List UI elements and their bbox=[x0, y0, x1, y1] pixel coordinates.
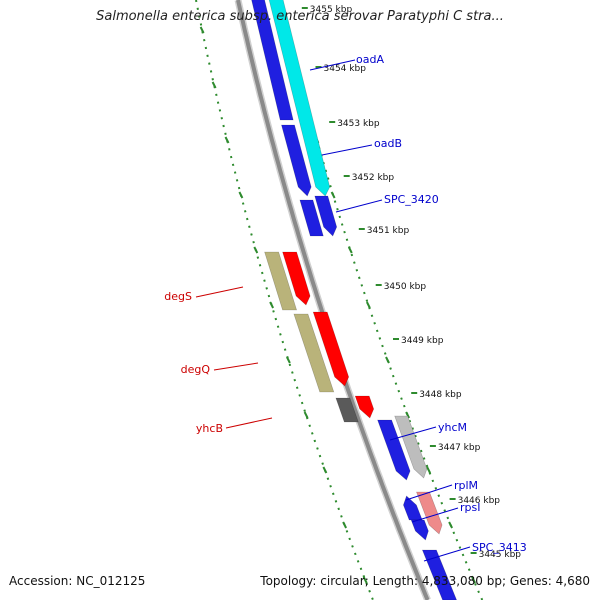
backbone-line bbox=[236, 0, 430, 600]
track-dash bbox=[269, 301, 274, 309]
gene-label-leader bbox=[389, 426, 437, 441]
kbp-tick-label: 3453 kbp bbox=[337, 119, 380, 129]
gene-label-yhcb[interactable]: yhcB bbox=[196, 422, 223, 435]
track-dash bbox=[199, 26, 205, 34]
kbp-tick-label: 3445 kbp bbox=[479, 550, 522, 560]
genome-backbone bbox=[234, 0, 431, 600]
kbp-tick-label: 3451 kbp bbox=[367, 226, 410, 236]
track-dash bbox=[303, 411, 309, 419]
kbp-tick-label: 3449 kbp bbox=[401, 336, 444, 346]
gene-blue-3 bbox=[299, 199, 324, 237]
kbp-ticks: 3455 kbp 3454 kbp 3453 kbp 3452 kbp 3451 kbp… bbox=[301, 5, 522, 560]
gene-label-leader bbox=[335, 199, 383, 213]
track-dash bbox=[253, 246, 259, 254]
gene-label-leader bbox=[423, 546, 471, 562]
gene-SPC_3413 bbox=[421, 549, 457, 600]
kbp-tick-label: 3452 kbp bbox=[352, 173, 395, 183]
gene-label-leader bbox=[411, 507, 459, 523]
gene-label-rpsi[interactable]: rpsI bbox=[460, 501, 480, 514]
kbp-tick-label: 3450 kbp bbox=[384, 282, 427, 292]
gene-label-leader bbox=[225, 417, 273, 429]
kbp-tick-label: 3448 kbp bbox=[419, 390, 462, 400]
accession-label: Accession: bbox=[9, 574, 73, 588]
gene-rpsI bbox=[416, 491, 443, 535]
track-dash bbox=[322, 466, 328, 474]
track-dash bbox=[347, 246, 353, 254]
track-dash bbox=[426, 466, 431, 474]
track-dash bbox=[330, 191, 336, 199]
track-dash bbox=[224, 136, 230, 144]
genes-value: 4,680 bbox=[555, 574, 590, 588]
gene-red-3 bbox=[354, 395, 375, 419]
genes-label: Genes: bbox=[509, 574, 552, 588]
gene-blue-4 bbox=[410, 519, 429, 541]
gene-blue-top-1 bbox=[251, 0, 294, 121]
gene-red-1 bbox=[282, 251, 311, 306]
kbp-tick-label: 3447 kbp bbox=[438, 443, 481, 453]
gene-label-leader bbox=[405, 484, 453, 501]
gene-label-oadb[interactable]: oadB bbox=[374, 137, 402, 150]
gene-degQ bbox=[293, 313, 335, 393]
track-dash bbox=[342, 521, 347, 529]
gene-yhcB bbox=[335, 397, 359, 423]
dotted-tracks bbox=[195, 0, 484, 600]
gene-label-yhcm[interactable]: yhcM bbox=[438, 421, 467, 434]
gene-labels: oadA oadB SPC_3420 degS degQ yhcB yhcM rplM rpsI… bbox=[164, 53, 527, 562]
track-dash bbox=[366, 301, 371, 309]
topology-value: circular bbox=[320, 574, 365, 588]
gene-degS bbox=[264, 251, 298, 311]
length-label: Length: bbox=[372, 574, 419, 588]
track-dash bbox=[385, 356, 390, 364]
gene-label-spc_3413[interactable]: SPC_3413 bbox=[472, 541, 527, 554]
track-dash bbox=[362, 576, 368, 584]
gene-oadB bbox=[281, 124, 312, 197]
track-dash bbox=[211, 81, 217, 89]
track-dash bbox=[448, 521, 453, 529]
kbp-tick-label: 3455 kbp bbox=[310, 5, 353, 15]
gene-label-rplm[interactable]: rplM bbox=[454, 479, 478, 492]
track-dash bbox=[238, 191, 244, 199]
gene-oadA bbox=[268, 0, 331, 197]
gene-yhcM bbox=[394, 415, 428, 479]
backbone-shadow bbox=[234, 0, 431, 600]
gene-red-2 bbox=[312, 311, 350, 387]
gene-features bbox=[251, 0, 457, 600]
gene-label-oada[interactable]: oadA bbox=[356, 53, 384, 66]
forward-strand-track bbox=[279, 0, 484, 600]
topology-label: Topology: bbox=[260, 574, 317, 588]
length-value: 4,833,080 bp bbox=[421, 574, 502, 588]
accession-info: Accession: NC_012125 bbox=[9, 574, 145, 588]
accession-value: NC_012125 bbox=[76, 574, 146, 588]
gene-label-leader bbox=[213, 362, 259, 371]
gene-label-degs[interactable]: degS bbox=[164, 290, 192, 303]
track-dash bbox=[405, 411, 410, 419]
genome-stats: Topology: circular; Length: 4,833,080 bp… bbox=[260, 574, 590, 588]
gene-label-leader bbox=[195, 286, 244, 298]
track-dash bbox=[471, 576, 476, 584]
gene-label-leader bbox=[321, 144, 373, 156]
gene-blue-yhcM bbox=[377, 419, 411, 481]
track-dash bbox=[286, 356, 291, 364]
kbp-tick-label: 3454 kbp bbox=[324, 64, 367, 74]
kbp-tick-label: 3446 kbp bbox=[458, 496, 501, 506]
gene-label-leader bbox=[309, 59, 356, 71]
gene-label-degq[interactable]: degQ bbox=[181, 363, 211, 376]
map-title: Salmonella enterica subsp. enterica sero… bbox=[96, 9, 504, 24]
gene-label-spc_3420[interactable]: SPC_3420 bbox=[384, 193, 439, 206]
gene-SPC_3420 bbox=[314, 195, 338, 237]
